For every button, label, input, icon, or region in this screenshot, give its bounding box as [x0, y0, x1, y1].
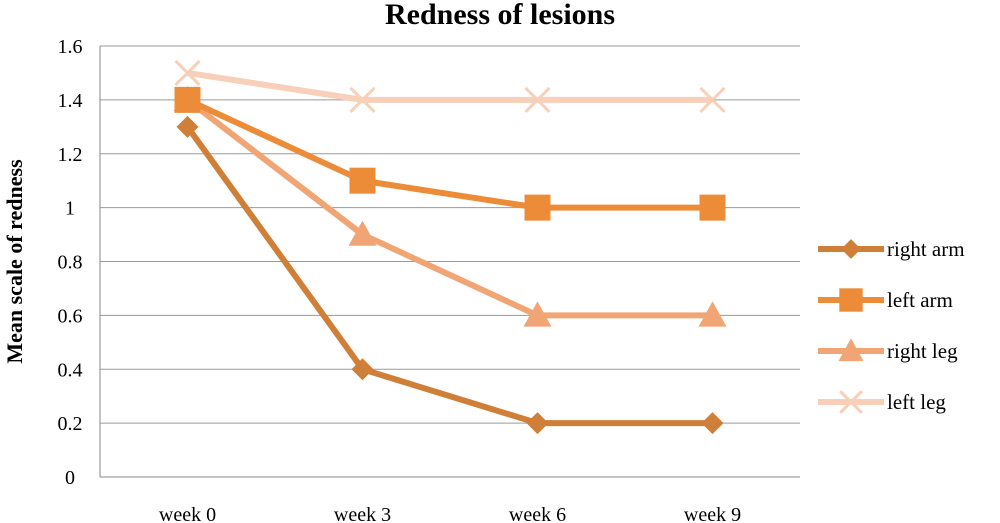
legend-label: right arm	[887, 237, 965, 261]
y-tick-label: 1.2	[58, 144, 83, 166]
data-point-diamond	[841, 239, 861, 259]
data-point-x-stroke	[174, 59, 201, 86]
y-tick-label: 0	[65, 467, 75, 489]
chart-title: Redness of lesions	[385, 0, 615, 31]
data-point-x-stroke	[699, 86, 726, 113]
series-line	[186, 97, 713, 211]
data-point-diamond	[351, 358, 374, 381]
data-point-triangle	[838, 338, 864, 362]
series-line	[185, 97, 713, 319]
data-point-x	[839, 390, 863, 414]
data-point-x-stroke	[839, 390, 863, 414]
legend-label: left arm	[887, 288, 953, 312]
legend-item: right leg	[818, 338, 958, 363]
data-point-triangle	[698, 301, 727, 327]
series-line	[187, 69, 713, 103]
x-tick-label: week 6	[509, 504, 566, 523]
data-point-x	[699, 86, 726, 113]
y-tick-label: 1	[65, 198, 75, 220]
series-left-leg	[174, 59, 726, 113]
data-point-diamond	[176, 115, 199, 138]
data-point-diamond	[701, 412, 724, 435]
gridlines	[99, 45, 800, 478]
x-tick-label: week 0	[159, 504, 216, 523]
data-point-square	[839, 288, 863, 312]
data-point-x-stroke	[524, 86, 551, 113]
data-point-x-stroke	[349, 86, 376, 113]
data-point-square	[349, 167, 376, 194]
series-right-leg	[173, 85, 727, 327]
data-point-triangle	[523, 301, 552, 327]
legend-label: left leg	[887, 390, 946, 414]
data-point-diamond	[526, 412, 549, 435]
legend-item: left arm	[818, 288, 953, 312]
y-tick-label: 0.8	[58, 252, 83, 274]
data-point-triangle	[348, 220, 377, 246]
y-axis-ticks: 0 0.2 0.4 0.6 0.8 1 1.2 1.4 1.6	[58, 36, 83, 489]
y-tick-label: 1.6	[58, 36, 83, 58]
data-point-square	[524, 194, 551, 221]
series-right-arm	[176, 115, 724, 435]
legend-item: left leg	[818, 390, 946, 414]
x-tick-label: week 3	[334, 504, 391, 523]
data-point-square	[699, 194, 726, 221]
legend: right arm left arm right leg left leg	[818, 237, 965, 414]
series-line	[185, 125, 713, 427]
y-axis-label: Mean scale of redness	[2, 159, 27, 364]
legend-label: right leg	[887, 339, 958, 363]
x-tick-label: week 9	[684, 504, 741, 523]
y-tick-label: 0.4	[58, 359, 83, 381]
data-point-x	[349, 86, 376, 113]
data-point-square	[174, 86, 201, 113]
x-axis-ticks: week 0 week 3 week 6 week 9	[159, 504, 741, 523]
y-tick-label: 0.6	[58, 305, 83, 327]
series-left-arm	[174, 86, 726, 221]
y-tick-label: 1.4	[58, 90, 83, 112]
y-tick-label: 0.2	[58, 413, 83, 435]
data-point-x	[524, 86, 551, 113]
series-lines	[173, 59, 727, 435]
data-point-x	[174, 59, 201, 86]
legend-item: right arm	[818, 237, 965, 261]
